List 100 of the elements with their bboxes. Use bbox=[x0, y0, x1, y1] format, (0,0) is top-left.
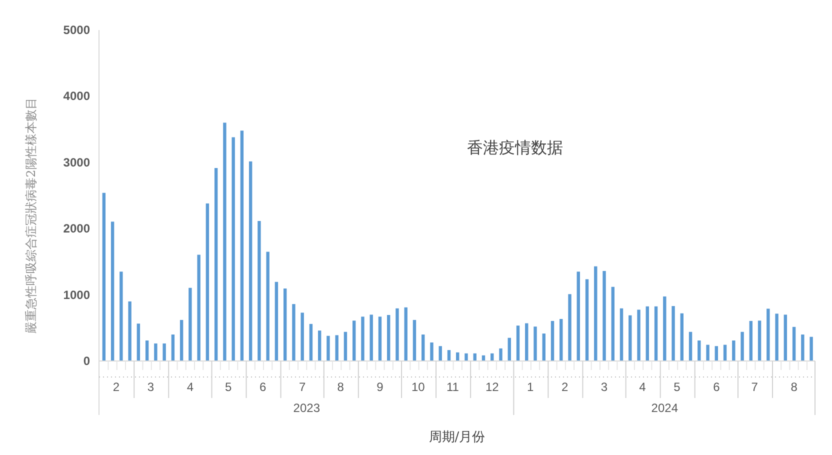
bar bbox=[672, 306, 675, 361]
bar bbox=[801, 334, 804, 361]
bar bbox=[784, 314, 788, 361]
y-tick-label: 1000 bbox=[63, 288, 90, 302]
x-tick-label: 7 bbox=[751, 380, 758, 394]
bar bbox=[758, 320, 762, 361]
bar bbox=[646, 306, 649, 361]
bar bbox=[223, 122, 226, 361]
x-tick-label: 4 bbox=[186, 380, 194, 394]
bar bbox=[145, 340, 149, 361]
bar bbox=[749, 320, 753, 361]
bar bbox=[810, 336, 813, 361]
bar bbox=[508, 338, 511, 361]
bar bbox=[248, 161, 252, 361]
bar bbox=[309, 324, 313, 361]
bar bbox=[654, 306, 658, 361]
text: 2024 bbox=[651, 401, 678, 415]
bar bbox=[438, 346, 442, 361]
x-tick-label: 8 bbox=[790, 380, 798, 394]
x-tick-label: 9 bbox=[376, 380, 384, 394]
x-tick-label: 10 bbox=[412, 380, 426, 394]
x-tick-label: 8 bbox=[337, 380, 344, 394]
bar bbox=[663, 296, 666, 361]
bar bbox=[378, 316, 382, 361]
bar bbox=[326, 336, 330, 361]
bar bbox=[775, 314, 778, 361]
bar bbox=[550, 320, 554, 361]
y-tick-label: 4000 bbox=[63, 89, 90, 104]
bar bbox=[318, 330, 322, 361]
bar bbox=[240, 130, 244, 361]
bar bbox=[516, 326, 520, 361]
bar bbox=[637, 310, 640, 361]
bar bbox=[370, 314, 373, 361]
x-tick-label: 7 bbox=[298, 380, 306, 394]
bar bbox=[740, 332, 744, 361]
bar bbox=[732, 340, 736, 361]
y-tick-label: 5000 bbox=[63, 23, 90, 37]
bar bbox=[266, 252, 270, 361]
bar bbox=[352, 320, 356, 361]
bar bbox=[611, 286, 614, 361]
bar bbox=[534, 326, 537, 361]
bar bbox=[344, 332, 348, 361]
bar bbox=[698, 340, 701, 361]
bar bbox=[206, 203, 210, 361]
x-tick-label: 1 bbox=[526, 380, 534, 394]
bar bbox=[214, 168, 218, 361]
bar bbox=[136, 324, 140, 361]
bar bbox=[602, 270, 606, 361]
bar bbox=[162, 343, 166, 361]
x-tick-label: 6 bbox=[713, 380, 720, 394]
bar bbox=[361, 316, 364, 361]
bar bbox=[585, 279, 589, 361]
bar bbox=[335, 335, 338, 361]
bar bbox=[525, 323, 528, 361]
text: 香港疫情数据 bbox=[467, 139, 563, 157]
bar bbox=[568, 294, 572, 361]
bar bbox=[412, 320, 416, 361]
x-tick-label: 11 bbox=[446, 380, 460, 394]
bar bbox=[688, 332, 692, 361]
y-tick-label: 0 bbox=[83, 354, 90, 368]
bar bbox=[102, 192, 106, 361]
x-tick-label: 5 bbox=[674, 380, 681, 394]
bar bbox=[292, 304, 296, 361]
bar bbox=[430, 342, 434, 361]
x-tick-label: 2 bbox=[561, 380, 568, 394]
y-tick-label: 3000 bbox=[63, 155, 90, 170]
bar bbox=[706, 344, 710, 361]
bar bbox=[188, 288, 192, 361]
bar bbox=[258, 220, 261, 361]
x-tick-label: 4 bbox=[639, 380, 646, 394]
bar bbox=[766, 308, 770, 361]
x-tick-label: 3 bbox=[600, 380, 608, 394]
y-tick-label: 2000 bbox=[63, 222, 90, 236]
bar bbox=[680, 313, 684, 361]
bar bbox=[171, 334, 175, 361]
bar bbox=[560, 318, 563, 361]
bar bbox=[396, 308, 399, 361]
bar bbox=[300, 312, 304, 361]
bar bbox=[422, 334, 425, 361]
text: 2023 bbox=[293, 401, 320, 415]
bar bbox=[387, 314, 390, 361]
bar bbox=[120, 272, 123, 361]
x-axis-title: 周期/月份 bbox=[428, 430, 486, 445]
bar bbox=[274, 282, 278, 361]
bar bbox=[404, 307, 408, 361]
bar bbox=[110, 222, 114, 361]
bar bbox=[620, 308, 624, 361]
x-tick-label: 2 bbox=[112, 380, 120, 394]
bar bbox=[180, 320, 184, 361]
y-axis-title: 嚴重急性呼吸綜合症冠狀病毒2陽性樣本數目 bbox=[24, 98, 38, 334]
bar bbox=[499, 348, 502, 361]
bar bbox=[232, 137, 235, 361]
bar bbox=[542, 334, 546, 361]
bar bbox=[447, 350, 451, 361]
x-tick-label: 5 bbox=[225, 380, 232, 394]
x-tick-label: 3 bbox=[147, 380, 154, 394]
bar bbox=[154, 343, 158, 361]
x-tick-label: 12 bbox=[485, 380, 500, 394]
bar bbox=[792, 326, 796, 361]
bar bbox=[283, 288, 287, 361]
